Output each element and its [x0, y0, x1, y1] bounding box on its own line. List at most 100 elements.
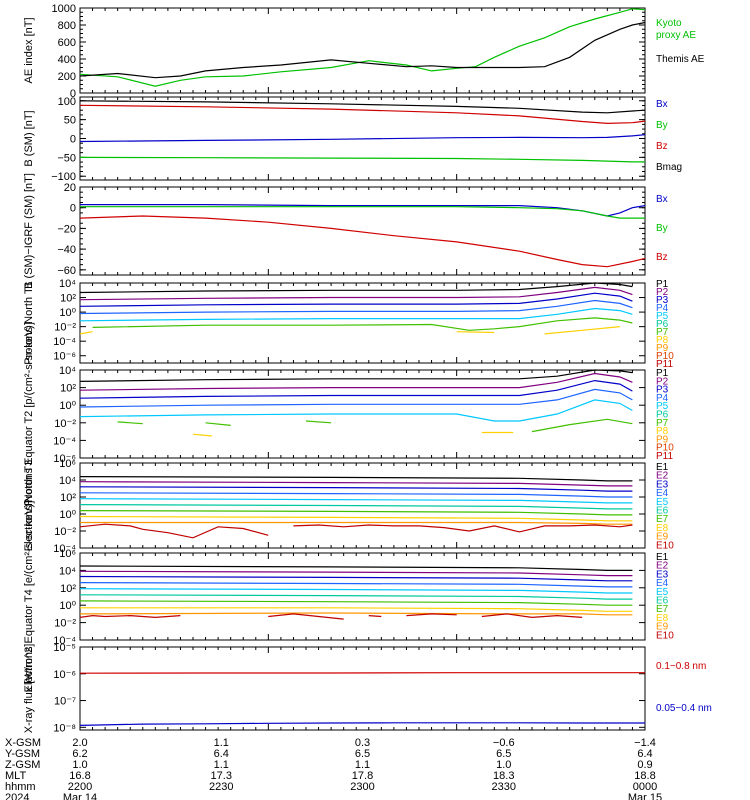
legend-entry: 0.1−0.8 nm: [656, 661, 706, 672]
footer-value: 6.2: [72, 748, 87, 760]
series-line-bz: [79, 104, 646, 125]
y-tick-label: 10⁶: [59, 458, 76, 470]
y-axis-label: Protons Equator T2 [p/(cm²-s-sr-keV)]: [23, 322, 35, 506]
series-line-p5: [79, 399, 633, 422]
footer-value: 17.8: [352, 770, 373, 782]
footer-value: 1.1: [214, 737, 229, 749]
series-line-p7: [92, 317, 633, 331]
legend-entry: Themis AE: [656, 54, 705, 65]
y-tick-label: 10⁻⁴: [53, 543, 76, 555]
legend-entry: P10: [656, 351, 674, 362]
series-line-p3: [79, 379, 633, 399]
legend-entry: P5: [656, 401, 669, 412]
legend-entry: By: [656, 120, 668, 131]
legend-entry: Bmag: [656, 162, 682, 173]
footer-value: 1.0: [496, 759, 511, 771]
series-line-e6: [79, 594, 633, 600]
y-tick-label: 10⁻⁷: [54, 696, 76, 708]
legend-entry: E3: [656, 569, 669, 580]
footer-value: 16.8: [69, 770, 90, 782]
y-tick-label: −50: [57, 152, 76, 164]
footer-value: −0.6: [493, 737, 515, 749]
y-tick-label: −60: [57, 265, 76, 277]
series-line-0-05-0-4-nm: [79, 722, 645, 726]
y-tick-label: 10²: [60, 293, 76, 305]
y-tick-label: 10⁻⁶: [53, 453, 76, 465]
legend-entry: P4: [656, 303, 669, 314]
footer-value: −1.4: [634, 737, 656, 749]
footer-value: 1.0: [72, 759, 87, 771]
y-tick-label: 1000: [52, 3, 76, 15]
y-tick-label: 10⁴: [59, 475, 76, 487]
series-line-e10: [368, 615, 382, 618]
series-line-e10: [79, 523, 269, 539]
series-line-e10: [406, 613, 457, 617]
y-tick-label: −40: [57, 244, 76, 256]
legend-entry: P2: [656, 287, 669, 298]
y-tick-label: 10²: [60, 583, 76, 595]
legend-entry: E5: [656, 587, 669, 598]
y-axis-label: B (SM)−IGRF (SM) [nT]: [23, 173, 35, 289]
y-tick-label: 10⁶: [59, 548, 76, 560]
legend-entry: P9: [656, 434, 669, 445]
y-tick-label: 10⁻⁵: [53, 642, 76, 654]
legend-entry: P11: [656, 359, 673, 370]
series-line-e2: [79, 570, 633, 577]
y-tick-label: 10⁻⁴: [53, 635, 76, 647]
legend-entry: P5: [656, 311, 669, 322]
legend-entry: Bx: [656, 99, 668, 110]
legend-entry: P7: [656, 327, 669, 338]
legend-entry: 0.05−0.4 nm: [656, 703, 712, 714]
legend-entry: P8: [656, 335, 669, 346]
series-line-e10: [481, 613, 583, 619]
legend-entry: P1: [656, 368, 669, 379]
y-tick-label: 10²: [60, 492, 76, 504]
series-line-by: [80, 206, 645, 219]
series-line-e7: [79, 600, 633, 606]
legend-entry: E8: [656, 613, 669, 624]
series-line-e5: [79, 498, 633, 504]
y-tick-label: 10⁰: [59, 509, 76, 521]
footer-value: 2230: [209, 781, 233, 793]
legend-entry: P7: [656, 418, 669, 429]
ephemeris-footer: X-GSM 2.0 1.1 0.3 −0.6 −1.4 Y-GSM 6.2 6.4 6.5 6.5 6…: [5, 737, 662, 800]
legend-entry: E4: [656, 578, 669, 589]
series-line-e3: [79, 575, 633, 582]
legend-entry: Bz: [656, 252, 668, 263]
y-tick-label: 600: [58, 37, 76, 49]
footer-value: 2300: [350, 781, 374, 793]
series-line-e6: [79, 504, 633, 510]
footer-row-label: hhmm: [5, 781, 36, 793]
legend-entry: E1: [656, 462, 669, 473]
y-tick-label: 10⁴: [59, 365, 76, 377]
y-tick-label: 400: [58, 54, 76, 66]
panel-7: 10⁻⁴ 10⁻² 10⁰ 10² 10⁴ 10⁶ Electrons Equator T4…: [23, 501, 674, 693]
legend-entry: Kyoto: [656, 18, 682, 29]
y-tick-label: 10⁻⁴: [53, 435, 76, 447]
legend-entry: E6: [656, 596, 669, 607]
series-line-p8: [79, 331, 93, 335]
y-tick-label: 10⁻²: [54, 618, 76, 630]
footer-row-label: MLT: [5, 770, 26, 782]
y-axis-label: X-ray flux [W/m^2]: [23, 644, 35, 734]
series-line-p2: [79, 286, 633, 301]
legend-entry: E4: [656, 488, 669, 499]
y-tick-label: 0: [70, 88, 76, 100]
series-line-bx: [80, 204, 646, 217]
footer-row-label: Y-GSM: [5, 748, 40, 760]
y-axis-label: B (SM) [nT]: [23, 110, 35, 166]
y-tick-label: 10⁰: [59, 600, 76, 612]
series-line-p7: [305, 420, 332, 424]
legend-entry: Bx: [656, 194, 668, 205]
legend-entry: E2: [656, 471, 669, 482]
footer-value: 2200: [68, 781, 92, 793]
series-line-p8: [192, 433, 212, 437]
series-line-0-1-0-8-nm: [79, 672, 645, 674]
series-line-e10: [268, 613, 344, 620]
footer-value: Mar 15: [628, 792, 662, 800]
footer-value: 6.4: [214, 748, 229, 760]
series-line-p7: [117, 421, 143, 425]
y-tick-label: 20: [64, 182, 76, 194]
legend-entry: E8: [656, 523, 669, 534]
